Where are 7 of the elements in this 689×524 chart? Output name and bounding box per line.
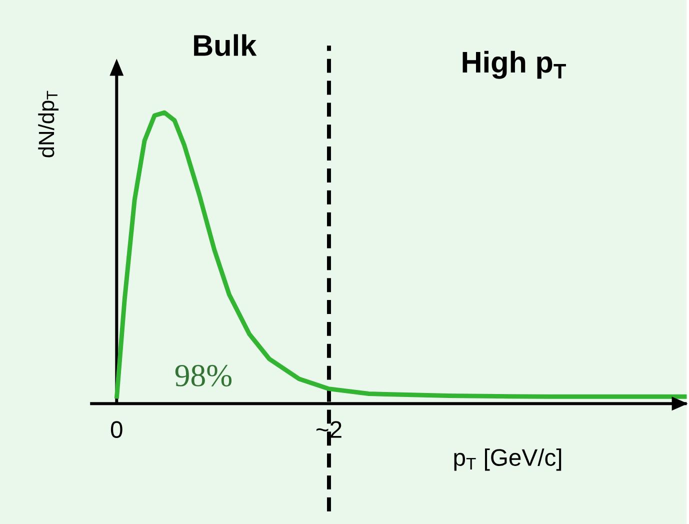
y-axis-title: dN/dp$_{T}$ xyxy=(38,90,59,158)
annotation: 98% xyxy=(175,364,232,386)
text: High p$_{T}$ xyxy=(462,50,566,79)
text: Bulk xyxy=(194,34,257,56)
x-tick-label: ~2 xyxy=(316,421,342,438)
x-axis-title: p$_{T}$ [GeV/c] xyxy=(454,448,562,471)
x-tick-label: 0 xyxy=(110,421,122,438)
